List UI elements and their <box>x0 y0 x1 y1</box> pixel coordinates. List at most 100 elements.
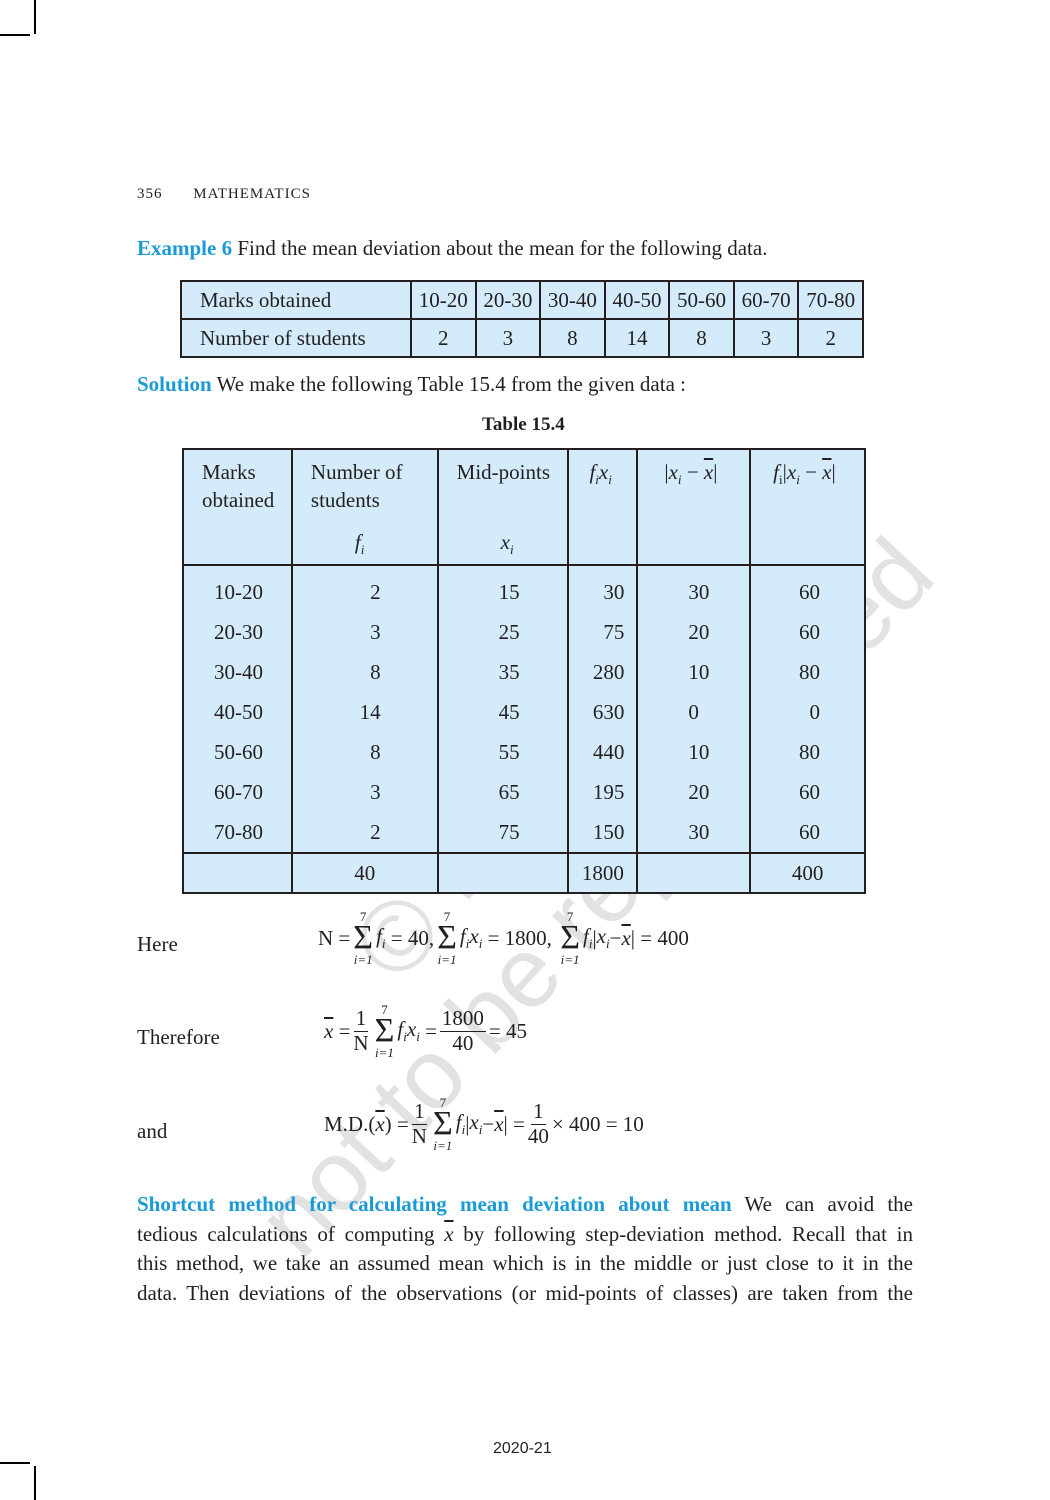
col-header-abs-dev: |xi − x| <box>636 447 752 567</box>
col-header-midpoints: Mid-points xi <box>436 447 570 567</box>
example-label: Example 6 <box>137 236 233 260</box>
example-statement: Example 6 Find the mean deviation about … <box>137 236 767 261</box>
denominator: N <box>353 1030 369 1055</box>
table-cell: 195 <box>567 772 639 813</box>
sum-lower: i=1 <box>353 952 373 967</box>
header-row: Marks obtained Number of students fi Mid-po… <box>182 447 866 567</box>
table-cell: 280 <box>567 652 639 693</box>
table-cell: 75 <box>436 812 570 854</box>
here-label: Here <box>137 932 178 956</box>
table-cell: 10 <box>636 652 752 693</box>
fi-symbol: fi <box>354 530 365 558</box>
crop-mark <box>34 1466 36 1500</box>
table-cell: 14 <box>290 692 439 733</box>
col-header-marks: Marks obtained <box>182 447 293 567</box>
table-cell: 440 <box>567 732 639 773</box>
student-count-cell: 8 <box>539 318 606 358</box>
para-text: tedious calculations of computing <box>137 1221 445 1246</box>
solution-statement: Solution We make the following Table 15.… <box>137 372 686 397</box>
para-line: Shortcut method for calculating mean dev… <box>137 1190 913 1220</box>
student-count-cell: 2 <box>797 318 864 358</box>
para-line: data. Then deviations of the observation… <box>137 1280 913 1305</box>
table-cell: 30 <box>636 565 752 613</box>
total-cell <box>436 852 570 894</box>
therefore-label: Therefore <box>137 1025 220 1049</box>
footer-year: 2020-21 <box>493 1440 552 1457</box>
class-interval-cell: 20-30 <box>474 280 542 320</box>
table-cell: 40-50 <box>182 692 293 733</box>
table-cell: 630 <box>567 692 639 733</box>
student-count-cell: 8 <box>668 318 735 358</box>
table-cell: 70-80 <box>182 812 293 854</box>
table-cell: 80 <box>749 732 866 773</box>
shortcut-paragraph: Shortcut method for calculating mean dev… <box>137 1190 913 1308</box>
table-cell: 45 <box>436 692 570 733</box>
table-cell: 60 <box>749 812 866 854</box>
header-line: obtained <box>202 488 275 512</box>
sum-lower: i=1 <box>375 1045 394 1060</box>
sum-upper: 7 <box>443 909 451 924</box>
eq-value: = 40, <box>390 925 435 950</box>
eq-lhs: M.D. <box>324 1111 369 1136</box>
table-cell: 20 <box>636 772 752 813</box>
table-cell: 3 <box>290 612 439 653</box>
sum-lower: i=1 <box>433 1138 453 1153</box>
data-table: Marks obtained 10-20 20-30 30-40 40-50 50-60 6… <box>180 280 864 358</box>
student-count-cell: 3 <box>474 318 542 358</box>
numerator: 1 <box>412 1099 427 1125</box>
col-header-fixi: fixi <box>567 447 639 567</box>
table-cell: 8 <box>290 732 439 773</box>
running-header: 356 MATHEMATICS <box>137 186 311 203</box>
para-text: by following step-deviation method. Reca… <box>453 1221 913 1246</box>
crop-mark <box>34 0 36 34</box>
class-interval-cell: 50-60 <box>668 280 735 320</box>
sum-upper: 7 <box>439 1095 447 1110</box>
example-text: Find the mean deviation about the mean f… <box>232 236 768 260</box>
numerator: 1800 <box>439 1006 486 1032</box>
table-cell: 60 <box>749 612 866 653</box>
table-cell: 20-30 <box>182 612 293 653</box>
eq-value: × 400 = 10 <box>551 1111 644 1136</box>
crop-mark <box>0 34 30 36</box>
sum-lower: i=1 <box>437 952 457 967</box>
table-cell: 80 <box>749 652 866 693</box>
header-line: Number of <box>310 460 403 484</box>
table-cell: 60 <box>749 565 866 613</box>
solution-label: Solution <box>137 372 212 396</box>
table-cell: 55 <box>436 732 570 773</box>
table-cell: 30-40 <box>182 652 293 693</box>
table-row: 20-30 3 25 75 20 60 <box>182 612 866 653</box>
frequency-table: Marks obtained Number of students fi Mid-po… <box>182 447 866 895</box>
total-cell: 40 <box>290 852 439 894</box>
eq-value: = 45 <box>488 1018 527 1043</box>
total-cell <box>182 852 293 894</box>
table-cell: 10 <box>636 732 752 773</box>
subject-title: MATHEMATICS <box>193 186 311 202</box>
student-count-cell: 2 <box>410 318 477 358</box>
table-row: 40-50 14 45 630 0 0 <box>182 692 866 733</box>
denominator: 40 <box>527 1123 549 1148</box>
para-line: tedious calculations of computing x by f… <box>137 1221 913 1246</box>
para-text: We can avoid the <box>731 1192 913 1216</box>
crop-mark <box>0 1462 30 1464</box>
table-cell: 65 <box>436 772 570 813</box>
sum-upper: 7 <box>359 909 367 924</box>
fraction: 1800 40 <box>439 1006 486 1055</box>
table-cell: 60 <box>749 772 866 813</box>
header-line: Marks <box>202 460 256 484</box>
header-line: students <box>310 488 380 512</box>
table-row: 10-20 2 15 30 30 60 <box>182 565 866 613</box>
table-cell: 8 <box>290 652 439 693</box>
table-cell: 3 <box>290 772 439 813</box>
eq-lhs: N = <box>318 925 351 950</box>
page-number: 356 <box>137 186 163 202</box>
table-row: Number of students 2 3 8 14 8 3 2 <box>180 318 864 358</box>
denominator: 40 <box>452 1030 474 1055</box>
